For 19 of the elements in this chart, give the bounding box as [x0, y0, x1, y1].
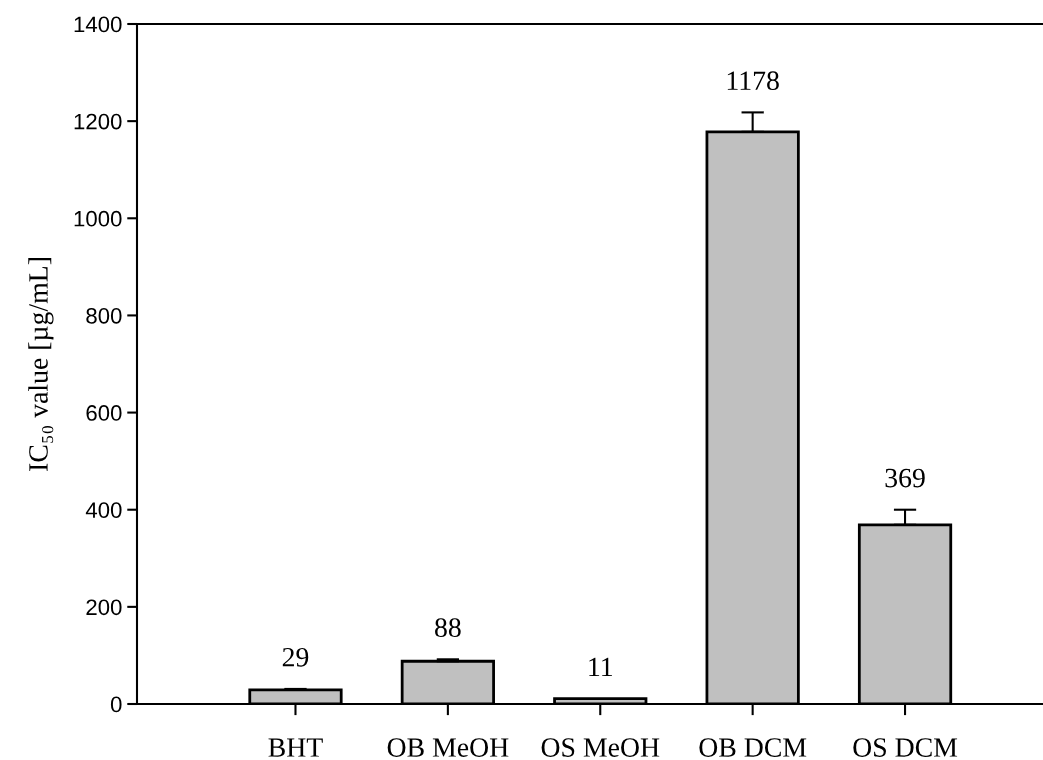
y-tick-label: 400	[85, 502, 122, 518]
y-tick-label: 600	[86, 405, 122, 421]
x-tick-label: OS DCM	[853, 738, 958, 757]
y-tick-label: 1000	[74, 210, 122, 227]
y-tick-label: 800	[86, 307, 122, 324]
data-label: 369	[885, 468, 925, 488]
x-tick-label: BHT	[268, 738, 323, 757]
y-tick-label: 200	[86, 599, 122, 616]
y-tick-label: 1400	[74, 16, 122, 33]
x-tick-label: OS MeOH	[541, 738, 660, 757]
data-label: 11	[589, 657, 612, 677]
data-label: 88	[435, 618, 461, 638]
y-tick-label: 0	[110, 696, 122, 713]
x-tick-label: OB MeOH	[387, 738, 509, 757]
y-tick-label: 1200	[74, 113, 122, 130]
data-label: 29	[282, 647, 309, 667]
data-label: 1178	[727, 71, 779, 91]
y-axis-title: IC₅₀ value [µg/mL]	[28, 258, 54, 471]
x-tick-label: OB DCM	[699, 738, 807, 757]
